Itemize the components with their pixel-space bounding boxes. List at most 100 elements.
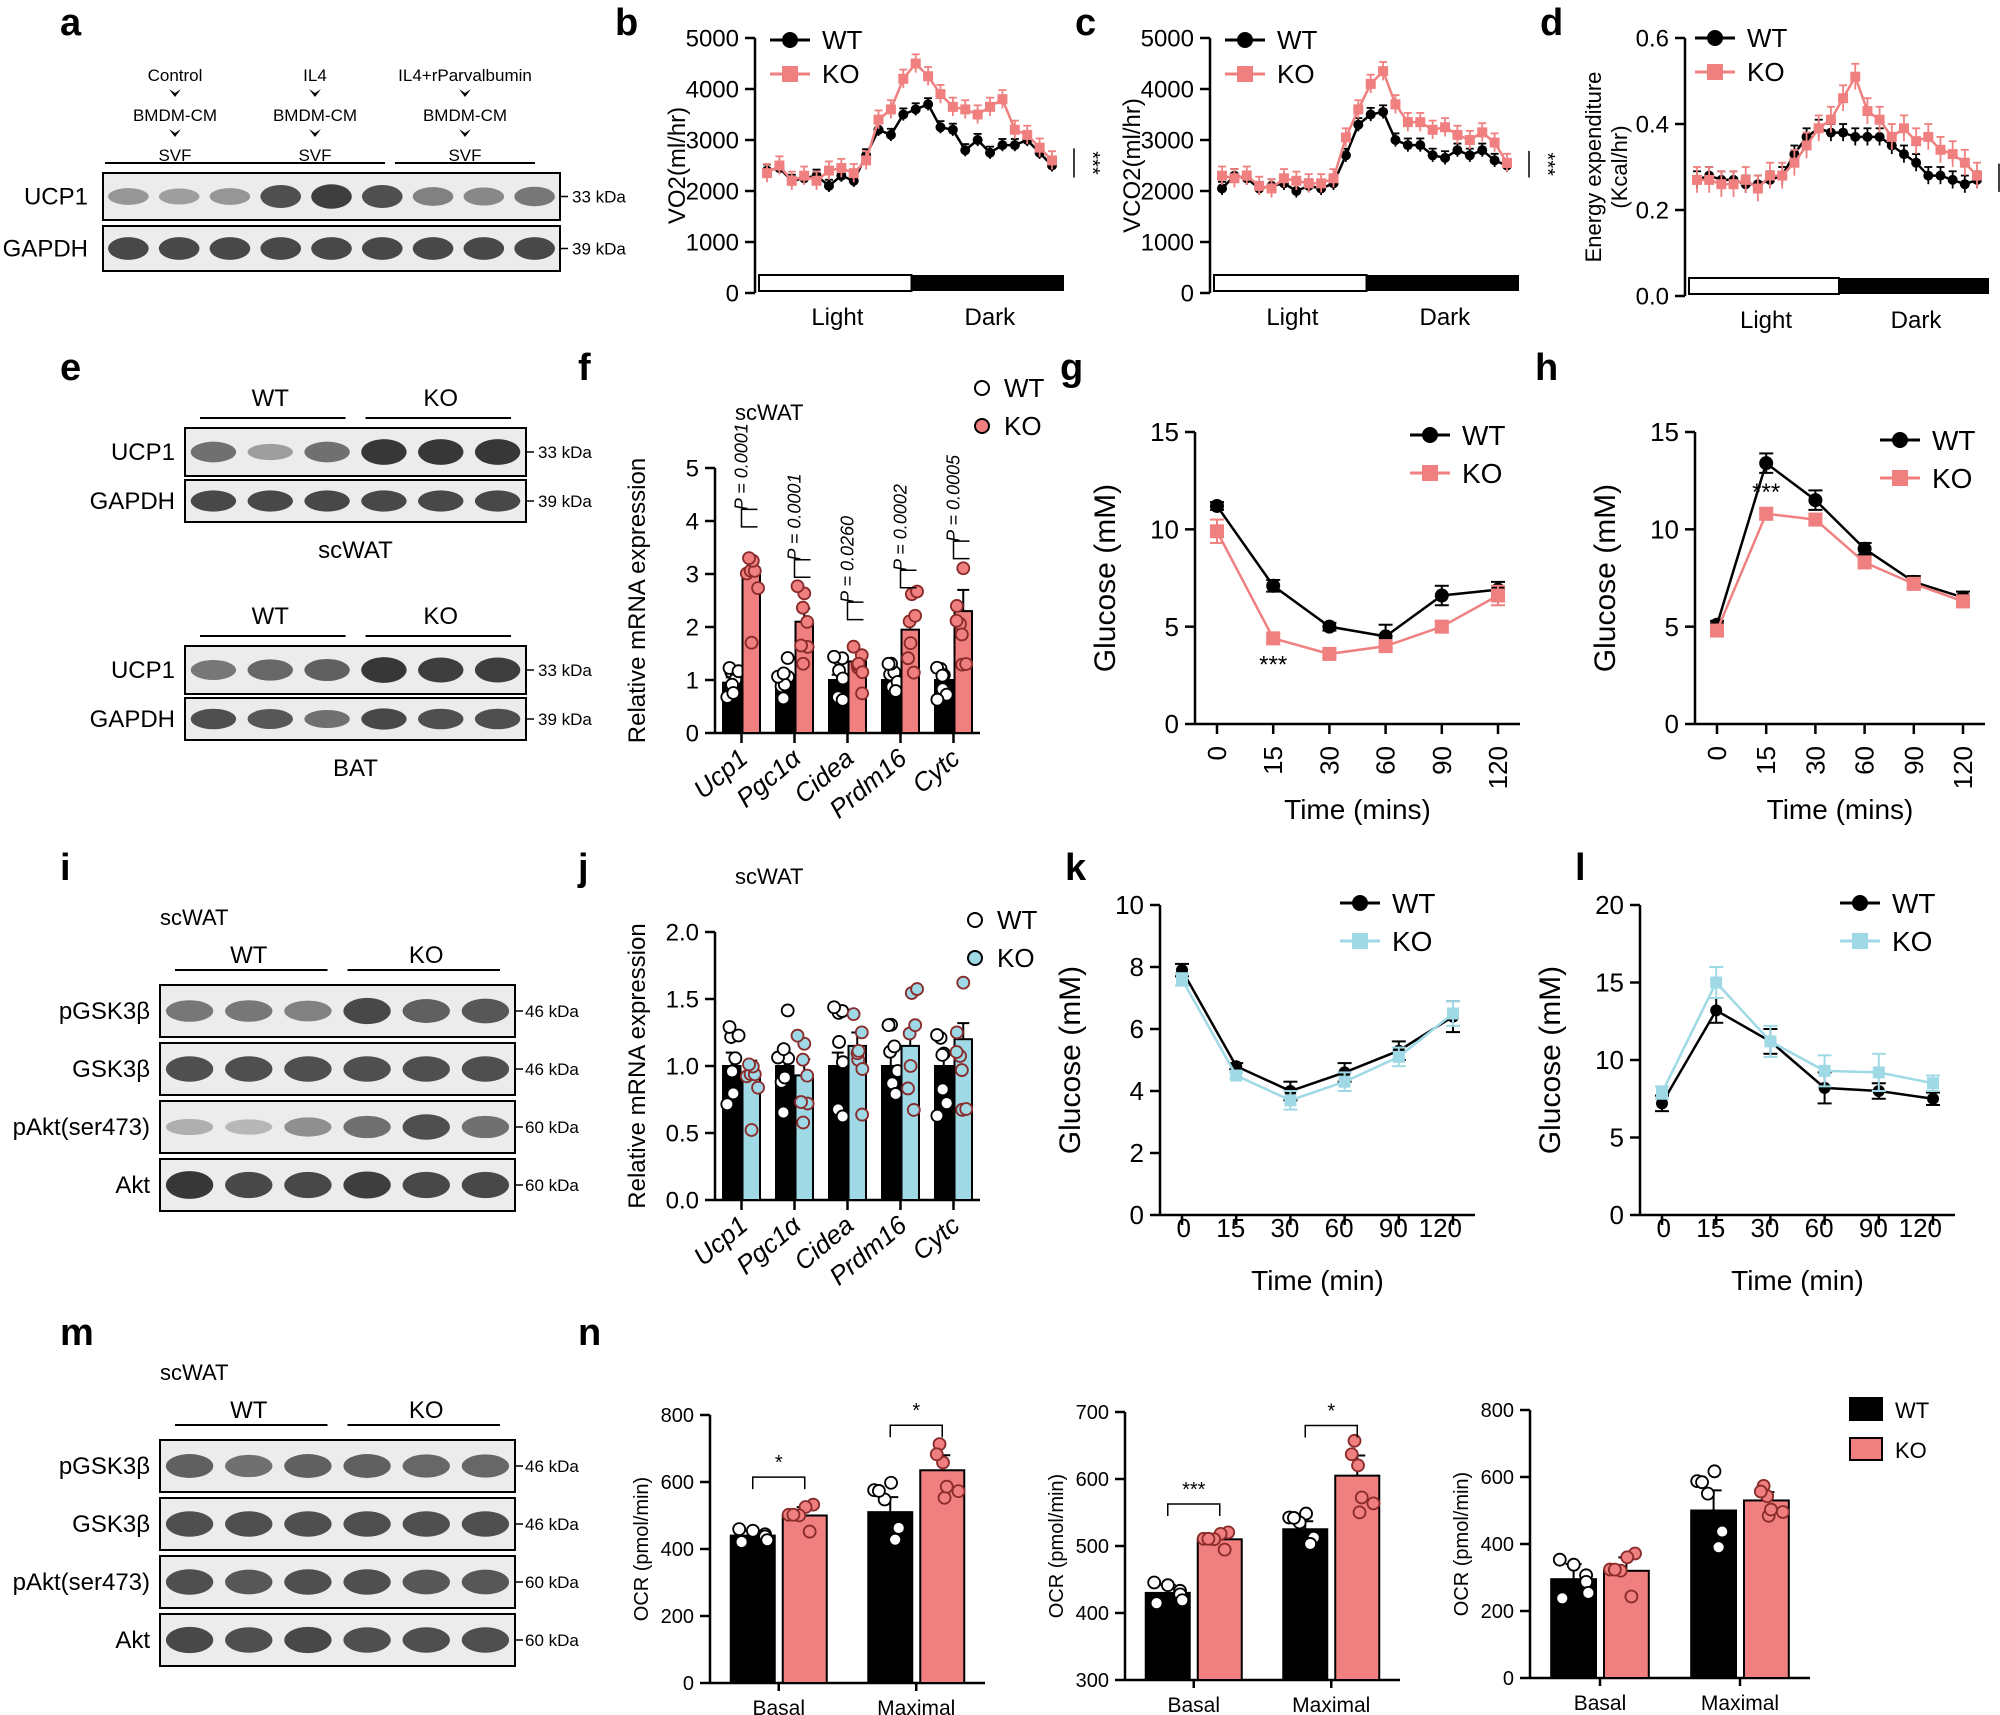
data-point xyxy=(835,1109,850,1124)
data-point xyxy=(1692,174,1702,185)
data-point xyxy=(731,1028,746,1043)
x-tick-label: 30 xyxy=(1314,746,1344,775)
y-tick-label: 0.0 xyxy=(1636,283,1669,310)
x-axis-label: Time (min) xyxy=(1251,1265,1384,1296)
data-point xyxy=(1353,104,1364,115)
x-tick-label: Cytc xyxy=(906,1210,965,1266)
significance-bracket xyxy=(740,508,758,528)
y-tick-label: 3000 xyxy=(686,127,739,154)
data-point xyxy=(947,101,958,112)
data-point xyxy=(728,1051,743,1066)
data-point xyxy=(960,145,971,156)
data-point xyxy=(1872,1066,1885,1079)
tissue-label: BAT xyxy=(333,755,378,782)
data-point xyxy=(854,1025,869,1040)
x-tick-label: 60 xyxy=(1371,746,1401,775)
y-tick-label: 5 xyxy=(1665,612,1679,642)
data-point xyxy=(732,1522,747,1536)
blot-protein-label: pAkt(ser473) xyxy=(13,1569,150,1596)
data-point xyxy=(1175,1593,1190,1608)
legend-label: WT xyxy=(1392,888,1436,919)
data-point xyxy=(1378,66,1389,77)
blot-band xyxy=(361,439,407,465)
significance-bracket xyxy=(899,569,917,589)
blot-band xyxy=(343,1171,391,1199)
blot-frame xyxy=(159,1439,516,1493)
blot-band xyxy=(165,1056,214,1082)
y-tick-label: 10 xyxy=(1650,514,1679,544)
blot-protein-label: UCP1 xyxy=(111,657,175,684)
data-point xyxy=(848,168,859,179)
blot-kda-label: 60 kDa xyxy=(525,1631,579,1650)
chart-c: c 0 1000 2000 3000 4000 5000 Light Dark VCO2(ml/h… xyxy=(1075,2,1558,331)
data-point xyxy=(1427,150,1438,161)
blot-frame xyxy=(159,1497,516,1551)
data-point xyxy=(722,1020,737,1034)
data-point xyxy=(935,1048,950,1062)
significance-bracket xyxy=(1167,1503,1221,1516)
chart-l: l 0 5 10 15 20 Glucose (mM) 0 15 30 60 90 120 Time (m… xyxy=(1534,847,1955,1296)
data-point xyxy=(972,109,983,120)
data-point xyxy=(776,666,791,681)
blot-frame xyxy=(184,427,527,477)
legend-marker xyxy=(782,32,798,48)
legend-label: KO xyxy=(1892,926,1932,957)
blot-band xyxy=(165,1000,214,1022)
data-point xyxy=(1149,1596,1164,1610)
data-point xyxy=(888,1087,903,1101)
data-point xyxy=(1210,498,1224,513)
data-point xyxy=(855,686,870,701)
data-point xyxy=(1434,619,1449,634)
x-tick-label: 0 xyxy=(1702,746,1732,760)
x-axis-label: Time (min) xyxy=(1731,1265,1864,1296)
chart-g: g 0 5 10 15 Glucose (mM) 0 15 30 60 90 120 Time (min… xyxy=(1060,347,1520,825)
series-line xyxy=(1215,530,1499,656)
data-point xyxy=(935,89,946,100)
data-point xyxy=(873,114,884,125)
data-point xyxy=(1581,1585,1596,1600)
light-period-bar xyxy=(1688,277,1840,295)
data-point xyxy=(1935,144,1946,155)
blot-band xyxy=(474,490,521,512)
series-line xyxy=(1660,980,1934,1094)
data-point xyxy=(861,155,872,166)
data-point xyxy=(796,656,811,671)
bar xyxy=(1743,1499,1790,1679)
chart-d: d 0.0 0.2 0.4 0.6 Light Dark Energy expenditure… xyxy=(1540,2,2000,334)
blot-frame xyxy=(159,1042,516,1096)
y-tick-label: 1000 xyxy=(1141,229,1194,256)
x-tick-label: 90 xyxy=(1899,746,1929,775)
chart-n3: 0 200 400 600 800 OCR (pmol/min) Basal Maximal W… xyxy=(1451,1397,1929,1715)
data-point xyxy=(1759,456,1774,471)
panel-label: l xyxy=(1575,847,1586,889)
data-point xyxy=(1740,174,1751,185)
data-point xyxy=(846,639,861,654)
blot-band xyxy=(461,1627,510,1653)
data-point xyxy=(790,1028,805,1043)
data-point xyxy=(1390,135,1401,145)
y-tick-label: 2.0 xyxy=(666,919,699,946)
data-point xyxy=(827,649,841,664)
data-point xyxy=(1338,1075,1351,1088)
blot-band xyxy=(343,1569,391,1595)
significance-bracket xyxy=(952,540,970,560)
y-tick-label: 200 xyxy=(661,1606,694,1628)
legend-marker xyxy=(1352,895,1368,911)
data-point xyxy=(898,109,909,120)
legend-label: KO xyxy=(1895,1438,1927,1463)
legend-label: KO xyxy=(1747,57,1785,87)
blot-band xyxy=(225,1119,273,1135)
data-point xyxy=(949,1025,964,1040)
y-axis-label: OCR (pmol/min) xyxy=(1046,1474,1068,1618)
data-point xyxy=(777,1070,792,1085)
data-point xyxy=(1452,129,1463,140)
data-point xyxy=(881,1018,896,1033)
light-period-bar xyxy=(758,274,913,292)
panel-label: m xyxy=(60,1312,94,1354)
x-tick-label: 30 xyxy=(1800,746,1830,775)
data-point xyxy=(855,665,870,680)
y-tick-label: 5000 xyxy=(1141,25,1194,52)
data-point xyxy=(1464,150,1475,161)
y-tick-label: 0.4 xyxy=(1636,111,1669,138)
blot-band xyxy=(361,490,407,512)
